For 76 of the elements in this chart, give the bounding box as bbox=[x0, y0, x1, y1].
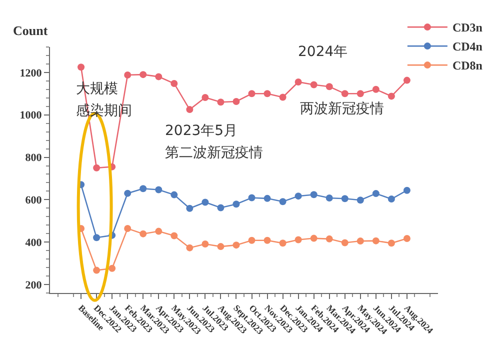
point bbox=[294, 236, 302, 244]
point bbox=[341, 195, 348, 202]
point bbox=[372, 190, 380, 198]
annotation: 第二波新冠疫情 bbox=[165, 145, 263, 161]
point bbox=[217, 204, 224, 212]
point bbox=[93, 266, 100, 274]
point bbox=[248, 90, 256, 98]
point bbox=[248, 194, 256, 202]
point bbox=[279, 94, 286, 101]
point bbox=[279, 198, 286, 206]
point bbox=[294, 78, 302, 86]
point bbox=[170, 80, 178, 87]
point bbox=[264, 194, 271, 202]
point bbox=[341, 239, 348, 246]
point bbox=[186, 106, 194, 114]
point bbox=[341, 90, 348, 98]
point bbox=[356, 238, 364, 245]
point bbox=[202, 240, 209, 248]
point bbox=[356, 196, 364, 204]
y-tick-label: 600 bbox=[25, 194, 42, 207]
y-tick-label: 800 bbox=[25, 152, 42, 164]
point bbox=[140, 185, 147, 192]
point bbox=[372, 86, 380, 93]
annotation: 2023年5月 bbox=[165, 123, 238, 139]
point bbox=[232, 242, 240, 249]
point bbox=[310, 234, 318, 242]
point bbox=[248, 236, 256, 244]
point bbox=[403, 235, 410, 242]
point bbox=[140, 230, 147, 238]
point bbox=[170, 232, 178, 240]
point bbox=[403, 186, 410, 194]
point bbox=[372, 237, 380, 244]
point bbox=[388, 196, 395, 203]
point bbox=[124, 225, 132, 232]
annotation: 两波新冠疫情 bbox=[300, 101, 384, 117]
point bbox=[264, 236, 271, 244]
point bbox=[202, 198, 209, 206]
point bbox=[78, 64, 85, 71]
point bbox=[170, 191, 178, 198]
point bbox=[217, 243, 224, 250]
point bbox=[232, 98, 240, 105]
annotation: 2024年 bbox=[298, 44, 348, 60]
point bbox=[186, 244, 194, 252]
point bbox=[279, 240, 286, 247]
point bbox=[388, 92, 395, 100]
point bbox=[310, 191, 318, 198]
point bbox=[264, 90, 271, 98]
point bbox=[140, 71, 147, 78]
point bbox=[124, 71, 132, 78]
y-tick-label: 200 bbox=[25, 279, 42, 292]
point bbox=[310, 81, 318, 88]
y-tick-label: 1000 bbox=[20, 110, 42, 122]
point bbox=[232, 200, 240, 208]
point bbox=[356, 90, 364, 98]
point bbox=[93, 234, 100, 242]
point bbox=[294, 192, 302, 200]
point bbox=[326, 83, 333, 90]
point bbox=[108, 264, 116, 272]
y-axis-title: Count bbox=[13, 23, 48, 38]
point bbox=[155, 186, 162, 194]
point bbox=[124, 190, 132, 197]
legend-label: CD4n bbox=[452, 40, 483, 54]
point bbox=[155, 73, 162, 80]
point bbox=[326, 235, 333, 242]
point bbox=[202, 94, 209, 101]
legend-label: CD8n bbox=[452, 58, 483, 73]
legend-label: CD3n bbox=[452, 20, 483, 35]
point bbox=[326, 194, 333, 202]
y-tick-label: 1200 bbox=[20, 67, 42, 80]
point bbox=[155, 228, 162, 235]
y-tick-label: 400 bbox=[25, 236, 42, 249]
point bbox=[186, 204, 194, 212]
point bbox=[217, 98, 224, 106]
point bbox=[388, 240, 395, 247]
point bbox=[403, 76, 410, 84]
point bbox=[93, 164, 100, 172]
